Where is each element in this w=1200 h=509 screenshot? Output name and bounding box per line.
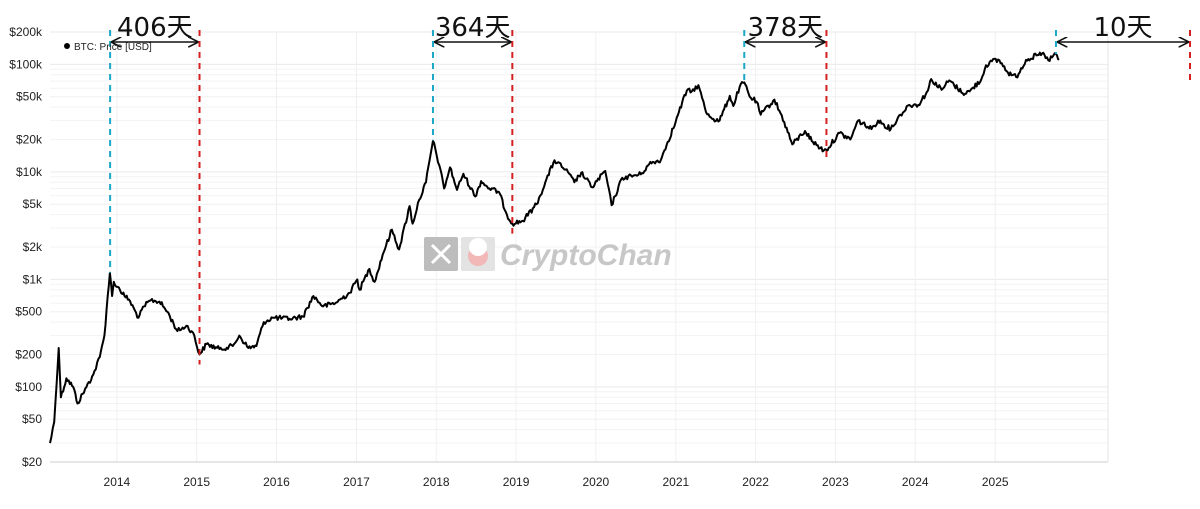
y-tick-label: $50k	[16, 90, 43, 104]
y-tick-label: $2k	[23, 240, 43, 254]
y-tick-label: $200	[15, 348, 42, 362]
grid-layer	[50, 31, 1108, 463]
cycle-duration-label: 406天	[117, 13, 193, 43]
cycle-duration-label: 10天	[1093, 13, 1152, 43]
y-tick-label: $200k	[9, 25, 43, 39]
legend-marker	[64, 43, 70, 49]
legend: BTC: Price [USD]	[64, 42, 152, 53]
cycle-layer: 406天 364天 378天 10天	[109, 13, 1191, 365]
series-layer	[49, 51, 1060, 444]
y-tick-label: $100k	[9, 57, 43, 71]
y-tick-label: $10k	[16, 165, 43, 179]
btc-price-line	[49, 51, 1060, 444]
y-tick-label: $20k	[16, 133, 43, 147]
x-tick-label: 2017	[343, 475, 370, 489]
y-tick-label: $100	[15, 380, 42, 394]
y-tick-label: $5k	[23, 197, 43, 211]
y-tick-label: $20	[22, 455, 42, 469]
x-tick-label: 2023	[822, 475, 849, 489]
x-tick-label: 2024	[902, 475, 929, 489]
cycle-duration-label: 378天	[748, 13, 824, 43]
x-tick-label: 2018	[423, 475, 450, 489]
watermark-text: CryptoChan	[500, 239, 672, 272]
x-tick-label: 2021	[662, 475, 689, 489]
x-tick-label: 2014	[104, 475, 131, 489]
watermark: CryptoChan	[424, 237, 672, 272]
x-tick-label: 2022	[742, 475, 769, 489]
x-tick-label: 2015	[183, 475, 210, 489]
axis-layer: $20 $50 $100 $200 $500 $1k $2k $5k $10k $20k $50k $…	[9, 25, 1109, 489]
x-tick-label: 2019	[503, 475, 530, 489]
y-tick-label: $1k	[23, 272, 43, 286]
x-logo-glyph	[430, 243, 452, 265]
legend-label: BTC: Price [USD]	[74, 42, 152, 53]
avatar-hair	[469, 238, 487, 256]
y-tick-label: $500	[15, 305, 42, 319]
x-tick-label: 2016	[263, 475, 290, 489]
cycle-duration-label: 364天	[435, 13, 511, 43]
x-tick-label: 2025	[982, 475, 1009, 489]
x-tick-label: 2020	[582, 475, 609, 489]
y-tick-label: $50	[22, 412, 42, 426]
